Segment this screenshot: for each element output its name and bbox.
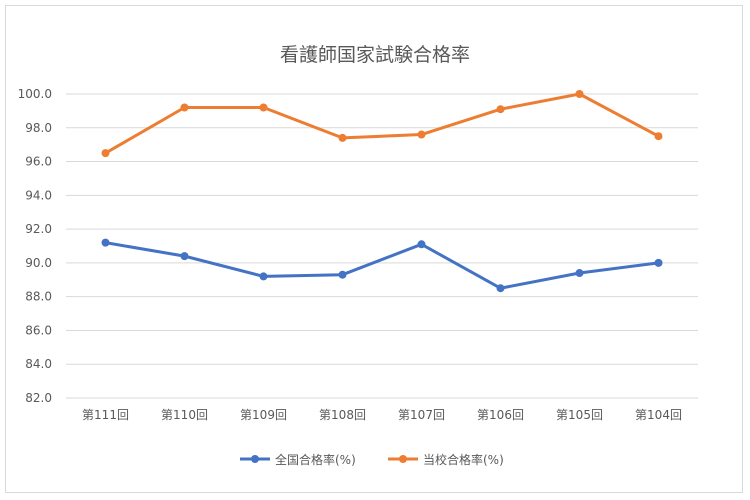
x-axis: 第111回 第110回 第109回 第108回 第107回 第106回 第105回 第104回: [82, 408, 682, 422]
data-point: [338, 133, 347, 142]
data-point: [417, 130, 426, 139]
data-point: [575, 269, 584, 278]
series-line: [104, 241, 660, 290]
data-point: [496, 284, 505, 293]
y-tick-label: 94.0: [25, 188, 52, 202]
y-axis: 100.0 98.0 96.0 94.0 92.0 90.0 88.0 86.0 84.0 82.…: [18, 87, 52, 405]
y-tick-label: 88.0: [25, 290, 52, 304]
legend-label: 当校合格率(%): [423, 452, 504, 467]
data-point: [417, 240, 426, 249]
data-point: [654, 258, 663, 267]
data-point: [180, 103, 189, 112]
y-tick-label: 90.0: [25, 256, 52, 270]
data-point: [101, 238, 110, 247]
x-tick-label: 第108回: [319, 408, 366, 422]
series-line: [104, 92, 660, 155]
series-group: [101, 90, 663, 293]
data-point: [259, 103, 268, 112]
x-tick-label: 第111回: [82, 408, 129, 422]
y-tick-label: 92.0: [25, 222, 52, 236]
y-tick-label: 86.0: [25, 323, 52, 337]
x-tick-label: 第104回: [635, 408, 682, 422]
y-tick-label: 96.0: [25, 155, 52, 169]
legend-marker: [251, 455, 259, 463]
data-point: [101, 149, 110, 158]
x-tick-label: 第110回: [161, 408, 208, 422]
x-tick-label: 第105回: [556, 408, 603, 422]
data-point: [654, 132, 663, 141]
x-tick-label: 第107回: [398, 408, 445, 422]
x-tick-label: 第109回: [240, 408, 287, 422]
x-tick-label: 第106回: [477, 408, 524, 422]
y-tick-label: 100.0: [18, 87, 52, 101]
data-point: [338, 270, 347, 279]
gridlines: [66, 93, 698, 399]
y-tick-label: 82.0: [25, 391, 52, 405]
data-point: [575, 90, 584, 98]
data-point: [496, 105, 505, 114]
data-point: [180, 252, 189, 261]
y-tick-label: 84.0: [25, 357, 52, 371]
legend-label: 全国合格率(%): [275, 452, 356, 467]
legend: 全国合格率(%) 当校合格率(%): [240, 452, 504, 467]
legend-marker: [399, 455, 407, 463]
chart-frame: [5, 5, 743, 493]
data-point: [259, 272, 268, 281]
y-tick-label: 98.0: [25, 121, 52, 135]
chart-title: 看護師国家試験合格率: [280, 44, 470, 66]
